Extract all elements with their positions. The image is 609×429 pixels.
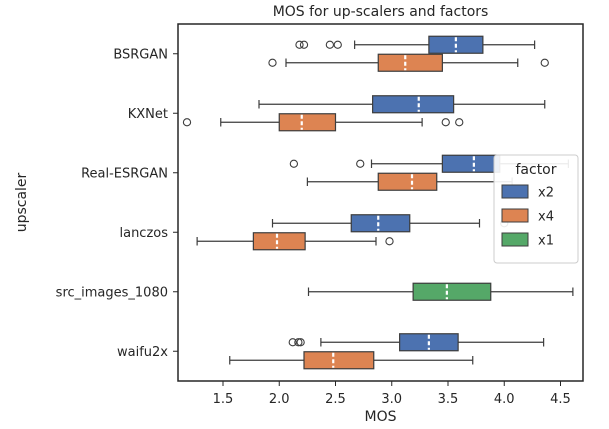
outlier-point	[385, 237, 394, 246]
box-waifu2x-x4	[229, 351, 474, 370]
x-tick-label: 1.5	[213, 392, 234, 407]
box-waifu2x-x2	[288, 333, 545, 352]
iqr-box	[372, 95, 455, 114]
outlier-point	[299, 40, 309, 49]
y-tick-label-real-esrgan: Real-ESRGAN	[81, 166, 168, 181]
iqr-box	[441, 154, 501, 173]
legend-label-x2: x2	[538, 186, 554, 201]
y-tick-label-src-images-1080: src_images_1080	[56, 285, 168, 300]
iqr-box	[252, 232, 306, 251]
box-lanczos-x2	[271, 214, 509, 233]
legend-swatch-x2	[501, 184, 529, 199]
iqr-box	[303, 351, 375, 370]
plot-frame	[177, 23, 584, 382]
outlier-point	[540, 58, 549, 67]
y-tick-label-bsrgan: BSRGAN	[113, 47, 168, 62]
box-kxnet-x4	[182, 113, 464, 132]
legend-swatch-x1	[501, 232, 529, 247]
plot-area: 1.5 2.0 2.5 3.0 3.5 4.0 4.5 BSRGAN KXNet Real-ESR…	[56, 35, 574, 407]
legend-label-x4: x4	[538, 210, 554, 225]
x-tick-label: 3.0	[381, 392, 402, 407]
outlier-point	[288, 338, 297, 347]
y-tick-label-lanczos: lanczos	[119, 226, 168, 241]
iqr-box	[278, 113, 337, 132]
box-real-esrgan-x4	[306, 172, 513, 191]
y-axis-label: upscaler	[14, 172, 30, 232]
legend-label-x1: x1	[538, 234, 554, 249]
iqr-box	[412, 282, 492, 301]
outlier-point	[268, 58, 277, 67]
x-axis-label: MOS	[365, 409, 397, 425]
outlier-point	[333, 40, 342, 49]
x-tick-label: 4.5	[550, 392, 571, 407]
outlier-point	[325, 40, 335, 49]
legend: factor x2 x4 x1	[493, 154, 579, 264]
box-bsrgan-x2	[295, 35, 536, 54]
iqr-box	[350, 214, 411, 233]
x-tick-label: 2.5	[325, 392, 346, 407]
chart-title: MOS for up-scalers and factors	[273, 4, 489, 20]
y-tick-label-waifu2x: waifu2x	[117, 345, 168, 360]
iqr-box	[377, 53, 443, 72]
legend-swatch-x4	[501, 208, 529, 223]
outlier-point	[182, 118, 192, 127]
box-kxnet-x2	[258, 95, 546, 114]
x-tick-label: 4.0	[494, 392, 515, 407]
outlier-point	[356, 159, 365, 168]
box-lanczos-x4	[196, 232, 394, 251]
outlier-point	[455, 118, 464, 127]
iqr-box	[377, 172, 438, 191]
outlier-point	[294, 338, 303, 347]
y-tick-label-kxnet: KXNet	[128, 107, 168, 122]
outlier-point	[296, 338, 305, 347]
x-tick-label: 3.5	[438, 392, 459, 407]
box-src-images-1080-x1	[307, 282, 574, 301]
outlier-point	[289, 159, 299, 168]
box-bsrgan-x4	[268, 53, 549, 72]
x-tick-label: 2.0	[269, 392, 290, 407]
legend-entries: x2 x4 x1	[501, 184, 554, 249]
legend-title: factor	[515, 162, 556, 178]
outlier-point	[441, 118, 450, 127]
outlier-point	[295, 40, 304, 49]
